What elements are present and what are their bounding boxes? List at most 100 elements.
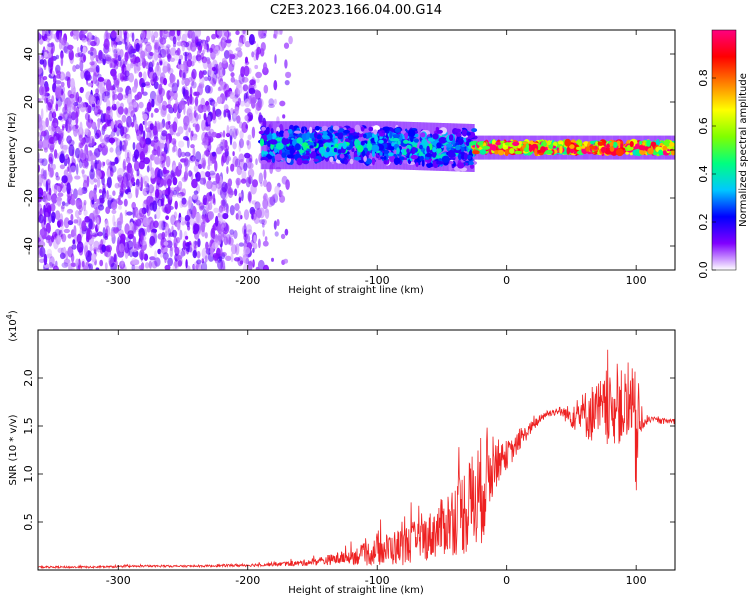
spectrogram-cell xyxy=(646,139,651,147)
spectrogram-cell xyxy=(161,159,166,170)
spectrogram-cell xyxy=(38,164,41,173)
spectrogram-cell xyxy=(268,103,275,109)
snr-xlabel: Height of straight line (km) xyxy=(288,585,424,596)
spectrogram-cell xyxy=(204,232,208,239)
spectrogram-cell xyxy=(184,30,189,36)
spectrogram-cell xyxy=(182,87,186,98)
spectrogram-cell xyxy=(55,234,61,245)
spectrogram-cell xyxy=(217,232,223,242)
spectrogram-cell xyxy=(263,151,269,155)
spectrogram-cell xyxy=(194,240,198,246)
spectrogram-cell xyxy=(235,101,240,108)
spectrogram-cell xyxy=(241,169,247,182)
spectrogram-cell xyxy=(192,147,196,157)
spectrogram-cell xyxy=(59,252,66,260)
spectrogram-cell xyxy=(132,142,136,150)
spectrogram-cell xyxy=(104,262,108,270)
spectrogram-cell xyxy=(58,219,64,227)
spectrogram-cell xyxy=(53,108,56,119)
spectrogram-cell xyxy=(220,206,226,212)
spectrogram-cell xyxy=(117,167,124,178)
spectrogram-cell xyxy=(205,202,210,212)
spectrogram-cell xyxy=(96,217,100,224)
spectrogram-cell xyxy=(112,190,116,196)
spectrogram-cell xyxy=(73,219,79,224)
spectrogram-cell xyxy=(238,153,245,163)
spectrogram-cell xyxy=(105,79,112,91)
spectrogram-cell xyxy=(222,213,229,220)
spectrogram-cell xyxy=(125,181,130,188)
spectrogram-cell xyxy=(173,211,178,219)
spectrogram-cell xyxy=(78,158,83,169)
spectrogram-cell xyxy=(163,206,169,214)
spectrogram-cell xyxy=(164,49,169,58)
spectrogram-cell xyxy=(154,250,157,259)
spectrogram-cell xyxy=(195,171,201,182)
spectrogram-cell xyxy=(75,258,80,267)
spectrogram-cell xyxy=(242,84,249,92)
spectrogram-cell xyxy=(149,191,153,204)
spectrogram-cell xyxy=(396,147,400,155)
spectrogram-cell xyxy=(101,244,106,253)
spectrogram-cell xyxy=(244,233,251,244)
spectrogram-cell xyxy=(109,147,114,153)
spectrogram-cell xyxy=(38,85,44,96)
spectrogram-cell xyxy=(348,134,354,141)
spectrogram-cell xyxy=(117,199,123,206)
spectrogram-cell xyxy=(107,252,111,261)
spectrogram-cell xyxy=(403,139,409,144)
spectrogram-cell xyxy=(176,222,181,230)
spectrogram-cell xyxy=(105,227,108,236)
spectrogram-cell xyxy=(165,155,171,168)
spectrogram-cell xyxy=(174,200,178,210)
spectrogram-cell xyxy=(201,258,205,264)
spectrogram-cell xyxy=(49,166,54,178)
spectrogram-cell xyxy=(56,128,63,134)
spectrogram-cell xyxy=(89,244,93,252)
spectrogram-cell xyxy=(420,132,426,138)
spectrogram-cell xyxy=(229,125,236,130)
spectrogram-cell xyxy=(59,52,64,60)
spectrogram-cell xyxy=(93,36,100,47)
spectrogram-cell xyxy=(144,186,150,191)
spectrogram-cell xyxy=(83,209,88,216)
spectrogram-cell xyxy=(111,44,118,54)
spectrogram-cell xyxy=(157,248,162,255)
spectrogram-cell xyxy=(153,220,159,229)
spectrogram-cell xyxy=(203,44,207,50)
spectrogram-cell xyxy=(255,51,259,61)
spectrogram-cell xyxy=(135,241,140,251)
spectrogram-cell xyxy=(70,198,76,206)
spectrogram-cell xyxy=(79,86,84,94)
spectrogram-xtick-label: 0 xyxy=(503,274,510,287)
spectrogram-cell xyxy=(234,203,240,212)
spectrogram-cell xyxy=(232,96,239,103)
spectrogram-cell xyxy=(207,75,212,82)
spectrogram-cell xyxy=(99,197,105,204)
spectrogram-cell xyxy=(131,264,136,270)
spectrogram-cell xyxy=(94,108,99,115)
spectrogram-cell xyxy=(182,188,186,197)
spectrogram-cell xyxy=(195,199,201,206)
spectrogram-cell xyxy=(78,187,83,195)
spectrogram-cell xyxy=(95,54,99,62)
spectrogram-cell xyxy=(154,94,161,106)
spectrogram-cell xyxy=(232,156,239,168)
spectrogram-cell xyxy=(199,177,207,185)
spectrogram-cell xyxy=(100,113,106,124)
spectrogram-cell xyxy=(288,35,293,45)
spectrogram-cell xyxy=(159,142,165,149)
spectrogram-cell xyxy=(79,148,84,159)
spectrogram-cell xyxy=(54,86,62,98)
spectrogram-cell xyxy=(262,229,265,237)
spectrogram-cell xyxy=(205,241,209,250)
spectrogram-cell xyxy=(41,130,47,137)
spectrogram-cell xyxy=(226,203,229,215)
spectrogram-cell xyxy=(230,72,235,78)
spectrogram-cell xyxy=(243,209,250,221)
spectrogram-cell xyxy=(42,138,49,151)
spectrogram-cell xyxy=(241,121,248,134)
spectrogram-cell xyxy=(449,152,456,158)
spectrogram-cell xyxy=(267,196,274,208)
